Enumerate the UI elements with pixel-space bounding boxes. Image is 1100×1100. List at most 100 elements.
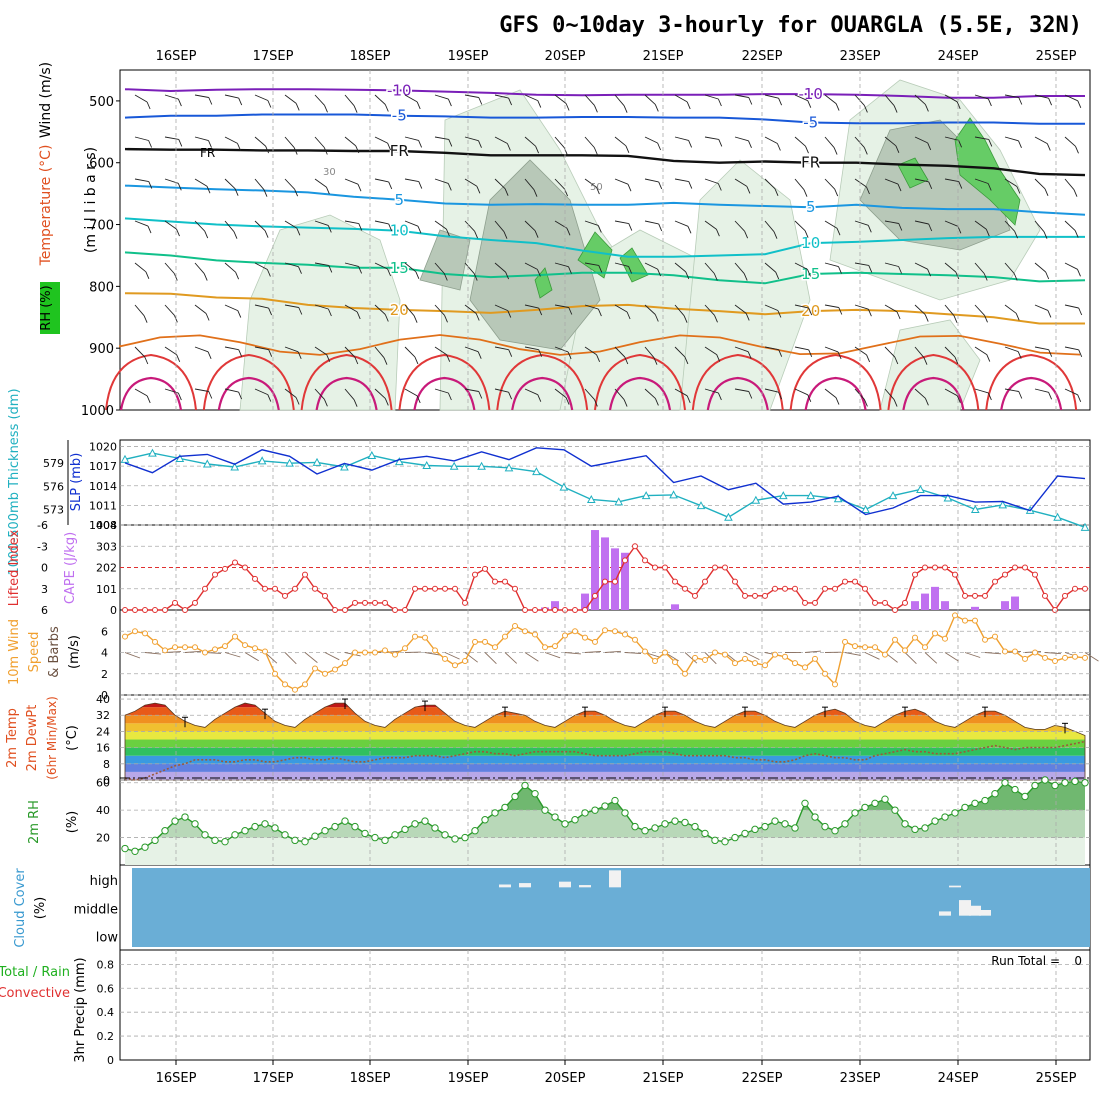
wind-barb (734, 388, 749, 392)
cape-tick-label: 404 (96, 519, 117, 532)
wind-barb (944, 136, 959, 141)
lifted-index-line-point (282, 592, 288, 599)
lifted-index-line-point (742, 592, 748, 599)
wind-barb (194, 304, 207, 314)
cape-bar (911, 601, 919, 610)
wind-barb-flag (834, 188, 839, 197)
wind10m-barb (284, 652, 297, 665)
lifted-index-line-point (152, 607, 158, 613)
wind-barb (734, 178, 748, 187)
wind-barb (1034, 304, 1049, 311)
wind-barb (374, 136, 388, 144)
wind-barb-flag (717, 392, 722, 401)
y-tick-label: 700 (89, 219, 114, 234)
rh2m-line-point (401, 825, 409, 834)
wind-barb (884, 178, 899, 185)
rh-shade-light (679, 159, 811, 411)
wind-barb-flag (355, 145, 360, 154)
isotherm-label: FR (390, 142, 409, 160)
wind10m-axis-label: 10m Wind (7, 619, 22, 685)
wind-barb-flag (388, 181, 393, 190)
rh2m-line-point (511, 792, 519, 801)
wind10m-barb (684, 652, 698, 664)
isotherm-35-loop (902, 376, 965, 411)
wind-barb (824, 388, 837, 398)
wind10m-speed-line-point (362, 649, 368, 656)
wind-barb (824, 136, 835, 148)
isotherm-label: 5 (806, 198, 816, 216)
rh2m-line-point (521, 781, 529, 790)
wind-barb-flag (418, 181, 423, 189)
isotherm-30-loop (691, 353, 784, 411)
wind10m-speed-line-point (842, 638, 848, 645)
wind-barb (914, 346, 925, 358)
wind10m-speed-line-point (932, 630, 938, 637)
precip-tick-label: 0.8 (97, 958, 115, 971)
wind10m-barb (924, 652, 938, 664)
wind-barb-flag (1074, 230, 1079, 238)
wind-barb-flag (803, 189, 808, 197)
temp-tick-label: 24 (96, 725, 110, 738)
wind-barb-flag (144, 356, 149, 365)
thickness-line-point (1053, 512, 1062, 521)
wind-barb (404, 178, 419, 183)
lifted-tick-label: 0 (41, 562, 48, 575)
wind-barb (314, 178, 327, 188)
wind-barb (824, 262, 839, 268)
run-total-value: 0 (1074, 954, 1082, 968)
wind-barb-flag (717, 183, 722, 191)
rh2m-line-point (1061, 779, 1069, 787)
lifted-index-line-point (902, 599, 908, 606)
rh2m-line-point (1001, 779, 1009, 787)
wind-barb (704, 94, 719, 100)
isotherm-30-loop (887, 353, 980, 411)
lifted-index-line-point (432, 585, 438, 592)
wind-barb-flag (716, 354, 721, 362)
wind-barb (404, 94, 418, 103)
wind10m-speed-line-point (672, 659, 678, 666)
wind-barb (824, 304, 839, 308)
wind-barb-flag (353, 399, 358, 407)
wind-barb (584, 220, 599, 226)
wind-barb (554, 304, 569, 308)
lifted-index-line-point (542, 607, 548, 613)
rh-tick-label: 60 (96, 777, 110, 790)
wind-barb-flag (208, 140, 212, 148)
wind-tick-label: 6 (101, 625, 108, 638)
rh-units-label: (%) (65, 811, 80, 834)
wind-barb-flag (1048, 98, 1053, 106)
minmax-axis-label: (6hr Min/Max) (45, 696, 59, 780)
wind10m-speed-line-point (942, 635, 948, 642)
lifted-index-line-point (372, 599, 378, 606)
rh2m-line-point (341, 817, 349, 825)
wind-barb-flag (1045, 271, 1050, 280)
wind10m-speed-line-point (552, 643, 558, 650)
lifted-index-line-point (212, 571, 218, 578)
lifted-tick-label: -6 (37, 519, 48, 532)
wind10m-speed-line-point (512, 622, 518, 629)
wind-barb-flag (1043, 231, 1048, 239)
wind-barb-flag (357, 184, 362, 192)
wind-barb (734, 346, 749, 353)
wind10m-speed-label: Speed (27, 632, 42, 673)
rh2m-line-point (741, 829, 749, 838)
thickness-line-point (559, 482, 569, 491)
wind-barb-flag (777, 310, 782, 318)
wind-barb (764, 94, 779, 99)
wind-barb-flag (1044, 188, 1049, 196)
wind10m-speed-line-point (482, 638, 488, 645)
wind-barb (644, 220, 659, 225)
isotherm-label: 15 (801, 265, 820, 283)
wind-barb (344, 346, 356, 358)
date-label-bottom: 20SEP (545, 1071, 586, 1086)
wind10m-barb (804, 650, 821, 653)
lifted-index-line-point (782, 585, 788, 592)
cloud-bar-mid (959, 900, 971, 916)
wind-barb-flag (447, 183, 452, 191)
dewpt-line (124, 740, 1086, 781)
lifted-index-line-point (362, 599, 368, 606)
wind10m-barb (704, 652, 717, 665)
rh2m-line-point (761, 822, 769, 831)
isotherm-label: 5 (395, 191, 405, 209)
